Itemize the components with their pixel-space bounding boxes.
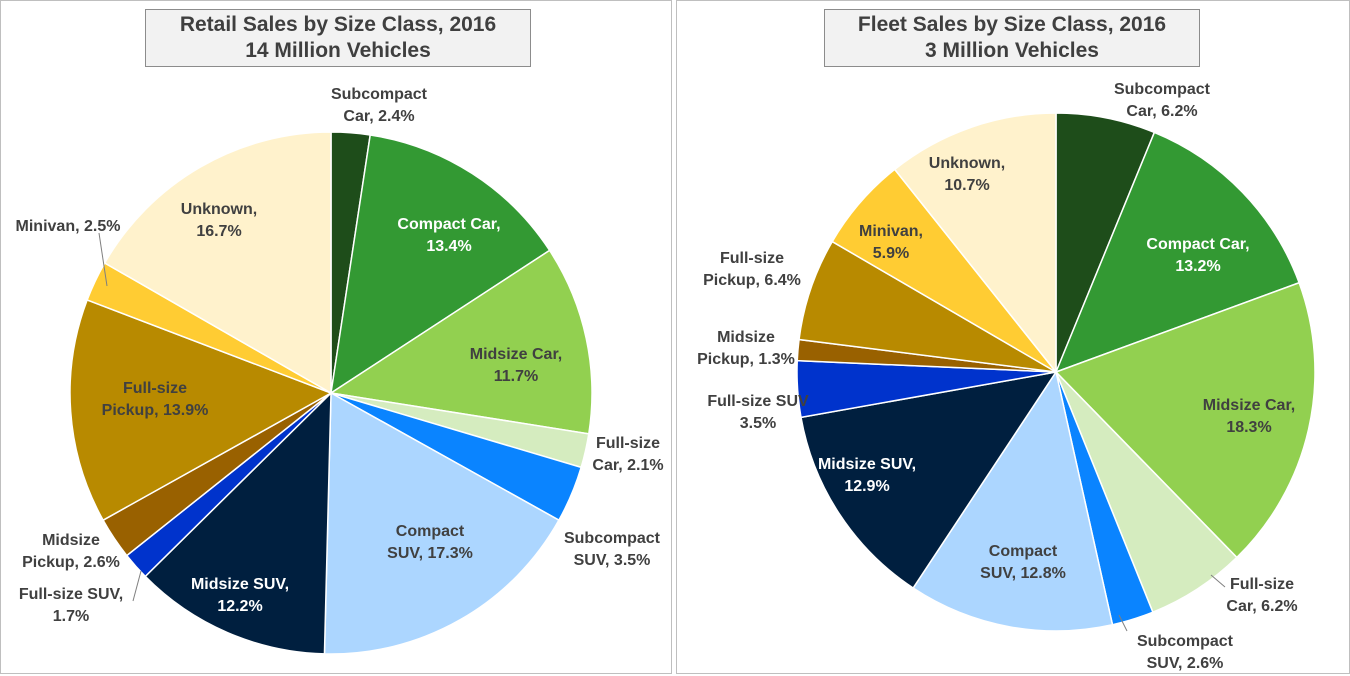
pie-slice-compact-car [1054,131,1301,374]
data-label-full-size-pickup: Full-size Pickup, 6.4% [703,250,801,289]
data-label-subcompact-suv: Subcompact SUV, 2.6% [1137,633,1234,672]
chart-title-line-1: Fleet Sales by Size Class, 2016 [857,13,1167,36]
data-label-minivan: Minivan, 2.5% [16,218,121,235]
chart-title: Retail Sales by Size Class, 2016 14 Mill… [145,9,531,67]
pie-slice-unknown [103,131,332,395]
data-label-minivan: Minivan, 5.9% [859,223,923,262]
retail-pie-chart: Subcompact Car, 2.4% Compact Car, 13.4% Mids… [16,86,664,655]
data-label-compact-car: Compact Car, 13.4% [397,216,500,255]
data-label-compact-suv: Compact SUV, 17.3% [387,523,473,562]
data-label-midsize-pickup: Midsize Pickup, 2.6% [22,532,120,571]
pie-slice-compact-suv [912,370,1114,632]
data-label-full-size-pickup: Full-size Pickup, 13.9% [102,380,209,419]
data-label-compact-suv: Compact SUV, 12.8% [980,543,1066,582]
data-label-full-size-suv: Full-size SUV 3.5% [707,393,809,432]
data-label-midsize-car: Midsize Car, 18.3% [1203,397,1295,436]
pie-slice-midsize-car [1054,281,1316,559]
data-label-subcompact-car: Subcompact Car, 2.4% [331,86,428,125]
fleet-sales-chart-panel: Fleet Sales by Size Class, 2016 3 Millio… [676,0,1350,674]
pie-slice-compact-suv [323,391,560,655]
data-label-unknown: Unknown, 10.7% [929,155,1005,194]
data-label-subcompact-suv: Subcompact SUV, 3.5% [564,530,661,569]
pie-slice-full-size-pickup [69,299,333,522]
pie-slice-compact-car [330,134,551,395]
leader-line-full-size-suv [132,570,142,602]
leader-line-full-size-car [1210,574,1226,588]
leader-line-subcompact-suv [1118,614,1128,632]
data-label-subcompact-car: Subcompact Car, 6.2% [1114,81,1211,120]
fleet-pie-chart: Subcompact Car, 6.2% Compact Car, 13.2% Mids… [697,81,1316,672]
data-label-unknown: Unknown, 16.7% [181,201,257,240]
data-label-midsize-suv: Midsize SUV, 12.9% [818,456,916,495]
data-label-compact-car: Compact Car, 13.2% [1146,236,1249,275]
pie-slice-unknown [893,112,1057,375]
retail-sales-chart-panel: Retail Sales by Size Class, 2016 14 Mill… [0,0,672,674]
chart-title-line-2: 14 Million Vehicles [245,39,431,62]
pie-slice-midsize-suv [144,391,332,655]
data-label-full-size-suv: Full-size SUV, 1.7% [19,586,123,625]
data-label-midsize-suv: Midsize SUV, 12.2% [191,576,289,615]
data-label-midsize-car: Midsize Car, 11.7% [470,346,562,385]
leader-line-minivan [98,232,108,287]
pie-slice-midsize-suv [800,370,1058,590]
chart-title-line-2: 3 Million Vehicles [925,39,1099,62]
data-label-full-size-car: Full-size Car, 6.2% [1226,576,1297,615]
pie-slice-midsize-car [328,249,593,435]
data-label-full-size-car: Full-size Car, 2.1% [592,435,663,474]
chart-title: Fleet Sales by Size Class, 2016 3 Millio… [824,9,1200,67]
chart-title-line-1: Retail Sales by Size Class, 2016 [179,13,497,36]
data-label-midsize-pickup: Midsize Pickup, 1.3% [697,329,795,368]
